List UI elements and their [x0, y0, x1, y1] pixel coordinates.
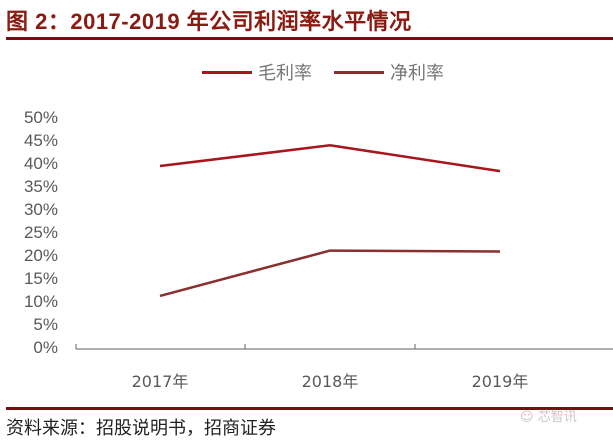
- y-tick: 15%: [23, 269, 58, 288]
- legend-item-net-margin: 净利率: [334, 59, 444, 85]
- source-note: 资料来源：招股说明书，招商证券: [6, 418, 276, 439]
- y-tick: 30%: [23, 200, 58, 219]
- x-tick: 2018年: [301, 372, 359, 391]
- wechat-icon: ☺: [520, 410, 538, 425]
- legend-label-gross-margin: 毛利率: [258, 63, 312, 84]
- y-tick: 10%: [23, 292, 58, 311]
- chart-legend: 毛利率 净利率: [202, 60, 466, 84]
- legend-swatch-net-margin: [334, 70, 384, 74]
- title-divider: [6, 37, 613, 40]
- gross-margin-line: [159, 144, 501, 173]
- y-tick: 0%: [33, 338, 58, 357]
- x-tick: 2017年: [131, 372, 189, 391]
- watermark-text: 芯智讯: [537, 410, 577, 425]
- legend-swatch-gross-margin: [202, 70, 252, 74]
- y-tick: 35%: [23, 177, 58, 196]
- x-axis-line: [75, 344, 613, 350]
- y-tick: 40%: [23, 154, 58, 173]
- net-margin-line: [159, 249, 501, 298]
- footer-divider: [6, 407, 613, 410]
- watermark: ☺ 芯智讯: [520, 406, 577, 425]
- chart-title: 图 2：2017-2019 年公司利润率水平情况: [6, 9, 412, 34]
- y-tick: 50%: [23, 108, 58, 127]
- legend-item-gross-margin: 毛利率: [202, 59, 312, 85]
- y-tick: 45%: [23, 131, 58, 150]
- y-tick: 25%: [23, 223, 58, 242]
- y-tick: 20%: [23, 246, 58, 265]
- x-tick: 2019年: [471, 372, 529, 391]
- legend-label-net-margin: 净利率: [390, 63, 444, 84]
- y-tick: 5%: [33, 315, 58, 334]
